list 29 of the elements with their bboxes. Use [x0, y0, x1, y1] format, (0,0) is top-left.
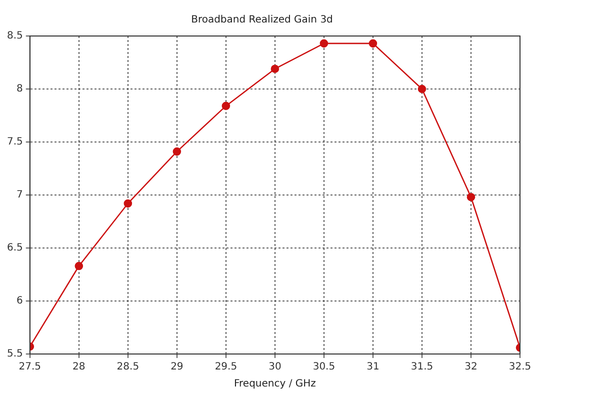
- y-tick-label: 6.5: [6, 242, 23, 254]
- y-tick-label: 8: [16, 84, 23, 95]
- y-tick-label: 6: [16, 296, 23, 307]
- point: [172, 147, 182, 156]
- x-tick-label: 31: [366, 362, 380, 373]
- x-tick-label: 32.5: [508, 362, 532, 373]
- chart-title: Broadband Realized Gain 3d: [191, 14, 333, 26]
- x-tick-label: 30: [268, 362, 282, 373]
- y-tick-label: 7.5: [6, 136, 23, 148]
- point: [222, 102, 230, 110]
- x-tick-label: 30.5: [312, 362, 336, 373]
- y-tick-label: 5.5: [6, 348, 23, 360]
- x-tick-label: 32: [464, 362, 478, 373]
- point: [320, 39, 328, 48]
- point: [466, 192, 476, 202]
- x-tick-label: 27.5: [18, 362, 42, 373]
- point: [368, 39, 378, 48]
- y-tick-label: 8.5: [6, 30, 23, 42]
- x-tick-label: 28.5: [116, 362, 140, 373]
- y-tick-label: 7: [16, 190, 23, 201]
- x-tick-label: 29.5: [214, 362, 238, 373]
- x-tick-label: 31.5: [410, 362, 434, 373]
- point: [270, 64, 280, 74]
- point: [418, 84, 426, 94]
- x-axis-title: Frequency / GHz: [234, 378, 316, 390]
- point: [74, 262, 84, 270]
- point: [124, 199, 132, 208]
- x-tick-label: 29: [170, 362, 184, 373]
- x-tick-label: 28: [72, 362, 86, 373]
